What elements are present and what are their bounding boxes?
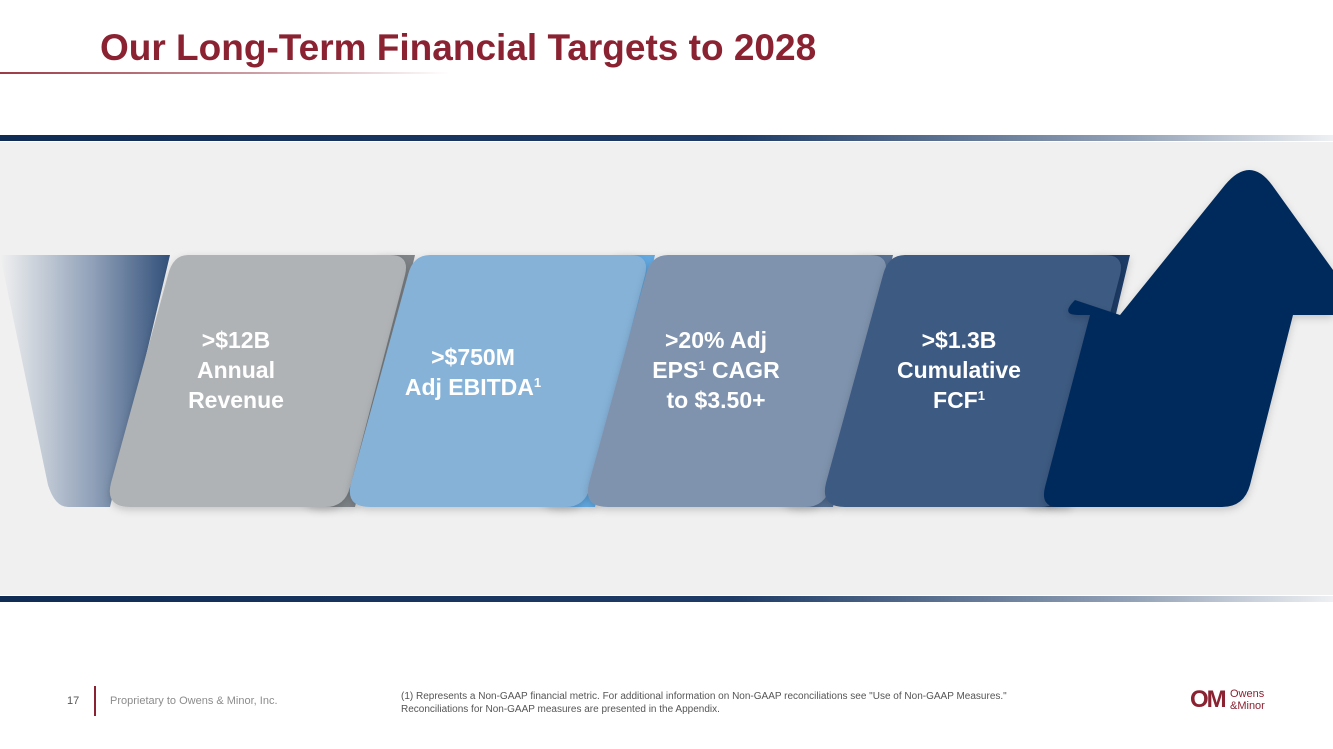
segment-ebitda: [349, 255, 646, 507]
page-number: 17: [67, 695, 80, 707]
arrow-head: [1043, 170, 1333, 507]
title-underline: [0, 72, 450, 74]
logo-mark: OM: [1190, 686, 1227, 713]
band-top-rule: [0, 135, 1333, 141]
segment-revenue: [109, 255, 406, 507]
target-fcf-label: >$1.3B Cumulative FCF1: [897, 327, 1021, 413]
footnote: (1) Represents a Non-GAAP financial metr…: [401, 691, 1007, 715]
logo-wordmark: Owens &Minor: [1230, 688, 1265, 712]
slide-title: Our Long-Term Financial Targets to 2028: [100, 27, 817, 68]
targets-band: >$12B Annual Revenue >$750M Adj EBITDA1 …: [0, 135, 1333, 602]
segment-eps: [587, 255, 886, 507]
target-eps-label: >20% Adj EPS1 CAGR to $3.50+: [652, 327, 780, 413]
segment-fcf: [824, 255, 1121, 507]
target-ebitda-label: >$750M Adj EBITDA1: [404, 344, 542, 400]
proprietary-notice: Proprietary to Owens & Minor, Inc.: [110, 695, 278, 707]
arrow-tail: [0, 255, 170, 507]
band-bottom-rule: [0, 596, 1333, 602]
footer-divider: [94, 686, 96, 716]
growth-arrow-graphic: [0, 170, 1333, 507]
target-revenue-label: >$12B Annual Revenue: [188, 327, 284, 413]
